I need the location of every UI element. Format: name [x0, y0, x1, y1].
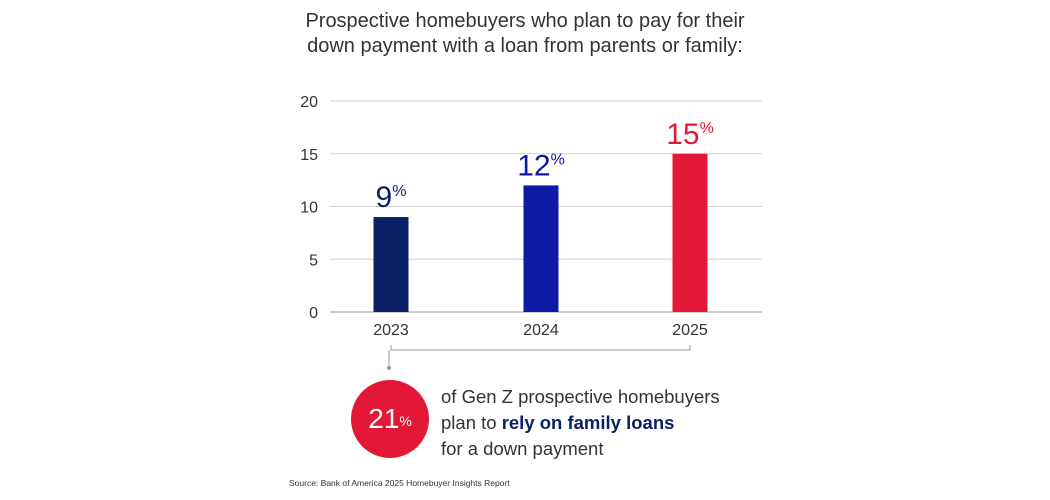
bar: [373, 217, 409, 312]
gen-z-text-line-1: of Gen Z prospective homebuyers: [441, 386, 720, 407]
y-tick-label: 10: [300, 200, 318, 217]
gen-z-text-emphasis: rely on family loans: [501, 412, 675, 433]
source-note: Source: Bank of America 2025 Homebuyer I…: [289, 478, 510, 488]
gen-z-text-line-2-prefix: plan to: [441, 412, 502, 433]
chart-title: Prospective homebuyers who plan to pay f…: [0, 9, 1050, 59]
y-tick-label: 15: [300, 147, 318, 164]
x-tick-label: 2025: [672, 322, 708, 339]
gen-z-stat-suffix: %: [399, 413, 412, 429]
chart-title-line-2: down payment with a loan from parents or…: [307, 35, 743, 57]
gen-z-text-line-2: plan to rely on family loans: [441, 410, 720, 436]
y-tick-label: 20: [300, 94, 318, 111]
x-tick-label: 2024: [523, 322, 559, 339]
bracket-line: [390, 345, 691, 351]
chart-title-line-1: Prospective homebuyers who plan to pay f…: [305, 10, 745, 32]
data-label: 15%: [666, 118, 714, 151]
x-tick-label: 2023: [373, 322, 409, 339]
bar: [523, 185, 559, 312]
gen-z-stat-text: of Gen Z prospective homebuyers plan to …: [441, 384, 720, 462]
y-tick-label: 5: [309, 252, 318, 269]
data-label: 9%: [376, 181, 407, 214]
data-label: 12%: [517, 149, 565, 182]
gen-z-stat-circle: 21%: [351, 380, 429, 458]
gen-z-stat-value: 21: [368, 403, 400, 434]
bracket-dot: [387, 366, 391, 370]
bar: [672, 153, 708, 312]
gen-z-text-line-3: for a down payment: [441, 438, 604, 459]
y-tick-label: 0: [309, 305, 318, 322]
